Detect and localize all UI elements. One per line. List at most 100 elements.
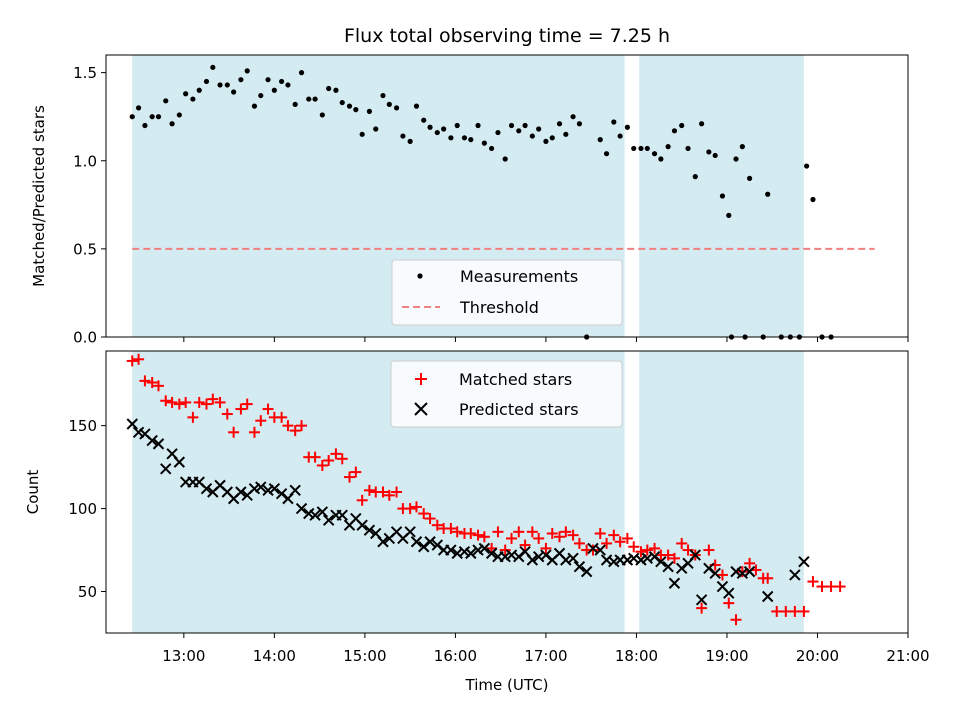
measurement-point	[333, 87, 339, 93]
measurement-point	[549, 135, 555, 141]
bottom-shaded-span-2	[639, 351, 804, 633]
top-y-tick-label: 1.0	[73, 152, 97, 170]
bottom-legend-box	[390, 360, 623, 428]
top-y-tick-label: 1.5	[73, 64, 97, 82]
matched-star-point	[696, 602, 708, 614]
measurement-point	[326, 85, 332, 92]
predicted-star-point	[356, 519, 368, 531]
measurement-point	[434, 129, 440, 136]
matched-star-point	[330, 448, 342, 460]
measurement-point	[658, 156, 664, 162]
measurement-point	[631, 145, 637, 152]
matched-star-point	[635, 546, 647, 558]
predicted-star-point	[573, 560, 586, 573]
matched-star-point	[472, 529, 484, 541]
measurement-point	[638, 145, 644, 152]
measurement-point	[203, 78, 210, 85]
matched-star-point	[431, 519, 443, 531]
matched-star-point	[289, 425, 301, 437]
matched-star-point	[614, 536, 626, 548]
matched-star-point	[255, 415, 267, 427]
predicted-star-point	[377, 536, 389, 548]
bottom-y-tick-label: 150	[68, 417, 97, 435]
matched-star-point	[200, 398, 212, 410]
measurement-point	[441, 126, 447, 132]
measurement-point	[448, 135, 454, 141]
matched-star-point	[526, 526, 538, 538]
predicted-star-point	[255, 481, 267, 493]
predicted-star-point	[268, 482, 281, 495]
matched-star-point	[343, 471, 355, 483]
predicted-star-point	[363, 524, 376, 536]
measurement-point	[665, 144, 671, 150]
measurement-point	[244, 68, 250, 74]
measurement-point	[617, 133, 623, 139]
measurement-point	[339, 99, 345, 106]
predicted-star-points	[126, 418, 810, 606]
predicted-star-point	[526, 554, 539, 566]
measurement-point	[292, 101, 298, 107]
matched-star-point	[418, 508, 430, 520]
predicted-star-point	[478, 542, 491, 555]
x-tick-label: 21:00	[886, 647, 929, 665]
bottom-legend: Matched stars Predicted stars	[390, 360, 623, 428]
legend-marker-measurements	[417, 273, 423, 279]
measurement-point	[489, 145, 495, 152]
predicted-star-point	[146, 434, 158, 447]
predicted-star-point	[289, 484, 301, 497]
measurement-point	[468, 137, 474, 143]
matched-star-point	[445, 522, 457, 534]
measurement-point	[624, 124, 630, 130]
measurement-point	[556, 121, 563, 127]
measurement-point	[739, 144, 745, 150]
predicted-star-point	[743, 565, 756, 578]
measurement-point	[570, 114, 576, 120]
matched-star-point	[478, 531, 490, 543]
measurement-point	[804, 163, 810, 169]
matched-star-point	[207, 393, 219, 405]
measurement-point	[475, 122, 481, 129]
chart-title: Flux total observing time = 7.25 h	[344, 25, 670, 47]
measurement-point	[719, 193, 726, 199]
x-tick-label: 18:00	[615, 647, 658, 665]
legend-label-threshold: Threshold	[459, 298, 539, 317]
matched-star-point	[730, 614, 742, 626]
predicted-star-point	[567, 552, 579, 565]
top-x-ticks	[183, 337, 909, 342]
matched-star-point	[506, 532, 518, 544]
measurement-point	[733, 156, 739, 162]
measurement-point	[258, 92, 264, 99]
measurement-point	[461, 135, 468, 141]
measurement-point	[810, 196, 816, 203]
matched-star-point	[573, 537, 585, 549]
matched-star-point	[235, 403, 247, 415]
matched-star-point	[323, 454, 335, 466]
legend-label-matched: Matched stars	[459, 370, 572, 389]
measurement-point	[386, 101, 392, 107]
matched-star-point	[594, 527, 606, 539]
predicted-star-point	[689, 549, 701, 561]
measurement-point	[522, 122, 528, 129]
measurement-point	[611, 119, 617, 125]
bottom-y-tick-label: 50	[78, 583, 97, 601]
measurement-point	[699, 121, 705, 127]
legend-label-predicted: Predicted stars	[459, 400, 579, 419]
measurement-point	[393, 105, 400, 111]
x-tick-label: 19:00	[705, 647, 748, 665]
measurement-point	[163, 98, 169, 104]
measurement-point	[210, 64, 216, 70]
predicted-star-point	[761, 590, 774, 603]
measurement-point	[481, 140, 487, 146]
measurement-point	[169, 121, 175, 127]
top-y-tick-label: 0.5	[73, 240, 97, 258]
legend-label-measurements: Measurements	[460, 267, 578, 286]
top-y-axis-label: Matched/Predicted stars	[30, 105, 48, 287]
top-y-tick-label: 0.0	[73, 329, 97, 347]
matched-star-point	[309, 451, 321, 463]
matched-star-point	[716, 569, 728, 581]
matched-star-point	[465, 527, 477, 539]
matched-star-point	[560, 526, 572, 538]
matched-star-point	[621, 532, 633, 544]
